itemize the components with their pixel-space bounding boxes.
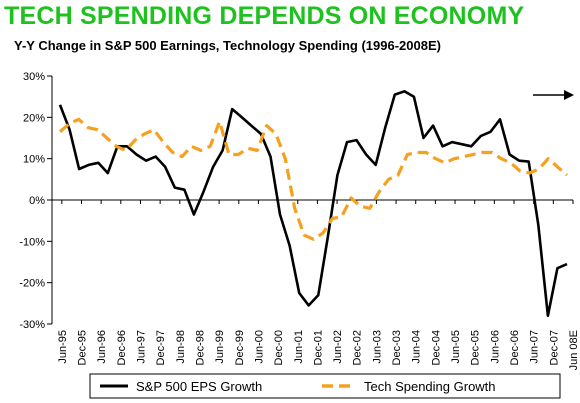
y-tick-label: -20% [19, 278, 45, 290]
x-tick-label: Dec-04 [430, 330, 442, 365]
x-tick-label: Dec-97 [155, 330, 167, 365]
x-tick-label: Jun-03 [371, 330, 383, 364]
series-line-tech-spending [58, 117, 569, 241]
y-tick-label: 30% [23, 71, 45, 83]
x-tick-label: Jun-96 [96, 330, 108, 364]
x-tick-label: Jun 08E [568, 330, 580, 370]
chart-title: TECH SPENDING DEPENDS ON ECONOMY [4, 2, 525, 30]
x-tick-label: Dec-05 [470, 330, 482, 365]
x-tick-label: Dec-03 [391, 330, 403, 365]
x-tick-label: Jun-01 [293, 330, 305, 364]
x-tick-label: Dec-99 [234, 330, 246, 365]
x-tick-label: Jun-95 [57, 330, 69, 364]
x-tick-label: Jun-02 [332, 330, 344, 364]
x-tick-label: Jun-98 [175, 330, 187, 364]
y-tick-label: 20% [23, 112, 45, 124]
x-tick-label: Jun-97 [135, 330, 147, 364]
y-tick-label: 10% [23, 154, 45, 166]
x-tick-label: Jun-07 [529, 330, 541, 364]
arrow-right-icon [564, 90, 574, 100]
chart-subtitle: Y-Y Change in S&P 500 Earnings, Technolo… [14, 38, 441, 53]
series-line-sp500-eps [58, 90, 568, 318]
x-tick-label: Jun-00 [253, 330, 265, 364]
x-tick-label: Dec-07 [548, 330, 560, 365]
y-tick-label: -30% [19, 319, 45, 331]
x-tick-label: Jun-99 [214, 330, 226, 364]
x-tick-label: Dec-00 [273, 330, 285, 365]
x-tick-label: Dec-96 [116, 330, 128, 365]
x-tick-label: Dec-06 [509, 330, 521, 365]
legend-label-sp500-eps: S&P 500 EPS Growth [136, 379, 262, 394]
x-tick-label: Dec-95 [76, 330, 88, 365]
x-tick-label: Dec-01 [312, 330, 324, 365]
x-tick-label: Dec-98 [194, 330, 206, 365]
y-tick-label: -10% [19, 236, 45, 248]
x-tick-label: Jun-04 [411, 330, 423, 364]
x-tick-label: Jun-05 [450, 330, 462, 364]
x-tick-label: Dec-02 [352, 330, 364, 365]
y-tick-label: 0% [29, 195, 45, 207]
legend-label-tech-spending: Tech Spending Growth [364, 379, 496, 394]
x-tick-label: Jun-06 [489, 330, 501, 364]
